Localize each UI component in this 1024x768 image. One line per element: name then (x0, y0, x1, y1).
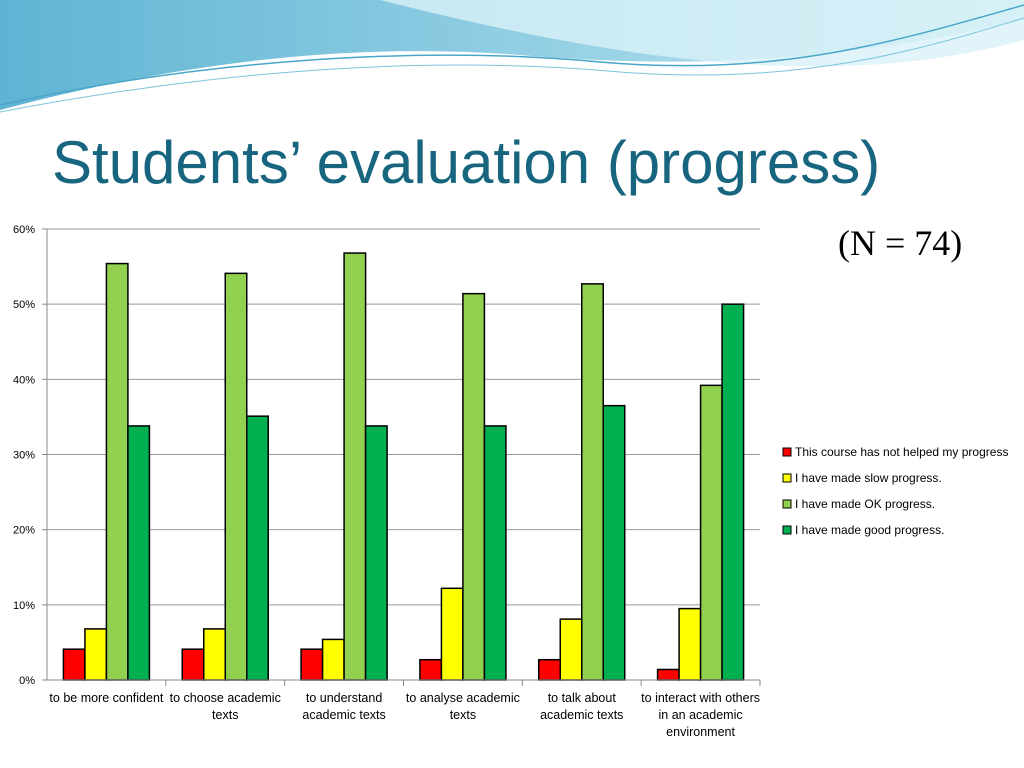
x-tick-label: to be more confident (49, 691, 164, 705)
bar (699, 384, 723, 681)
y-tick-label: 40% (13, 374, 35, 386)
legend-swatch (782, 447, 792, 457)
bar (440, 587, 464, 681)
bar (602, 404, 626, 681)
legend-label: This course has not helped my progress (795, 445, 1009, 459)
y-tick-label: 50% (13, 299, 35, 311)
bar (721, 303, 745, 681)
legend-swatch (782, 499, 792, 509)
header-line (0, 4, 1024, 106)
legend-swatch (782, 473, 792, 483)
bar (559, 618, 583, 681)
y-tick-label: 0% (19, 675, 35, 687)
bar (538, 658, 561, 681)
x-tick-label: to analyse academic texts (405, 691, 520, 722)
x-tick-label: to talk about academic texts (540, 691, 624, 722)
x-tick-label: to interact with others in an academic e… (641, 691, 760, 739)
x-tick-label: to choose academic texts (169, 691, 281, 722)
legend-swatch (782, 525, 792, 535)
bar (419, 658, 443, 681)
bar (300, 648, 324, 681)
header-wave-light (380, 0, 1024, 67)
bar (224, 272, 248, 681)
bar (483, 425, 507, 681)
bar (84, 628, 108, 681)
x-tick-label: to understand academic texts (302, 691, 386, 722)
y-tick-label: 20% (13, 525, 35, 537)
header-line (0, 17, 1024, 113)
bar (105, 262, 129, 681)
y-tick-label: 30% (13, 450, 35, 462)
bar (462, 292, 486, 681)
legend-label: I have made OK progress. (795, 497, 936, 511)
bar (656, 668, 680, 681)
bar (181, 648, 205, 681)
bar (127, 425, 151, 681)
y-tick-label: 10% (13, 600, 35, 612)
bar (62, 648, 86, 681)
slide-title: Students’ evaluation (progress) (52, 129, 881, 196)
bar (343, 252, 367, 681)
legend-label: I have made good progress. (795, 523, 945, 537)
bar (321, 638, 345, 681)
bar (364, 425, 388, 681)
legend-label: I have made slow progress. (795, 471, 942, 485)
bar (246, 415, 269, 681)
bar (581, 283, 604, 681)
y-tick-label: 60% (13, 224, 35, 236)
sample-size: (N = 74) (838, 223, 963, 263)
bar (203, 628, 226, 681)
bar (678, 607, 702, 681)
